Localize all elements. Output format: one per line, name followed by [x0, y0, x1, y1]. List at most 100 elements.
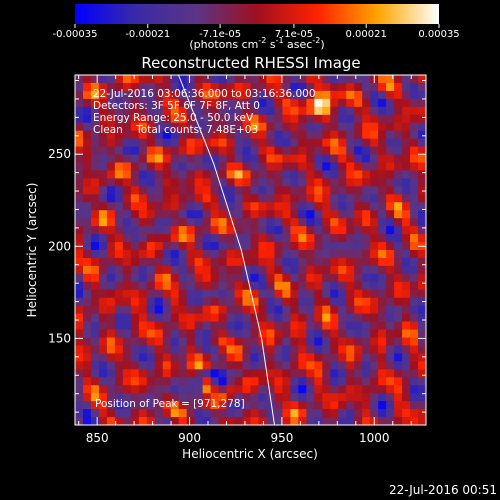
image-pixel [98, 106, 108, 116]
image-pixel [338, 226, 347, 235]
image-pixel [378, 106, 387, 116]
image-pixel [130, 162, 140, 171]
image-pixel [402, 170, 411, 179]
image-pixel [258, 138, 267, 147]
image-pixel [114, 218, 124, 227]
image-pixel [138, 138, 148, 147]
image-pixel [378, 75, 387, 84]
image-pixel [170, 257, 180, 267]
image-pixel [234, 417, 243, 425]
image-pixel [274, 98, 283, 108]
image-pixel [322, 361, 331, 370]
image-pixel [394, 353, 403, 362]
image-pixel [394, 194, 403, 203]
image-pixel [290, 361, 299, 370]
image-pixel [242, 210, 251, 219]
image-pixel [146, 138, 156, 147]
image-pixel [146, 337, 156, 346]
image-pixel [346, 305, 355, 315]
image-pixel [162, 154, 172, 163]
image-pixel [346, 329, 355, 338]
image-pixel [226, 210, 235, 219]
image-pixel [402, 218, 411, 227]
image-pixel [354, 218, 363, 227]
image-pixel [75, 361, 84, 370]
image-pixel [226, 202, 235, 211]
image-pixel [346, 281, 355, 291]
image-pixel [250, 257, 259, 267]
image-pixel [290, 321, 299, 330]
image-pixel [362, 202, 371, 211]
image-pixel [330, 281, 339, 291]
image-pixel [146, 289, 156, 299]
image-pixel [370, 122, 379, 132]
image-pixel [410, 257, 419, 267]
image-pixel [90, 154, 100, 163]
image-pixel [338, 82, 347, 92]
image-pixel [274, 210, 283, 219]
image-pixel [362, 289, 371, 299]
image-pixel [322, 75, 331, 84]
image-pixel [322, 265, 331, 275]
image-pixel [386, 138, 395, 147]
image-pixel [338, 210, 347, 219]
image-pixel [202, 82, 212, 92]
image-pixel [290, 202, 299, 211]
image-pixel [210, 273, 219, 283]
image-pixel [202, 162, 212, 171]
image-pixel [154, 257, 164, 267]
image-pixel [266, 385, 275, 394]
image-pixel [170, 265, 180, 275]
image-pixel [258, 273, 267, 283]
image-pixel [410, 393, 419, 402]
image-pixel [98, 162, 108, 171]
image-pixel [130, 170, 140, 179]
image-pixel [410, 353, 419, 362]
image-pixel [290, 273, 299, 283]
image-pixel [394, 329, 403, 338]
image-pixel [75, 106, 84, 116]
image-pixel [370, 297, 379, 307]
image-pixel [370, 218, 379, 227]
image-pixel [130, 417, 140, 425]
image-pixel [202, 385, 212, 394]
image-pixel [130, 377, 140, 386]
image-pixel [226, 82, 235, 92]
image-pixel [234, 297, 243, 307]
image-pixel [138, 265, 148, 275]
image-pixel [154, 281, 164, 291]
image-pixel [202, 273, 212, 283]
image-pixel [378, 305, 387, 315]
image-pixel [202, 250, 212, 259]
image-pixel [266, 226, 275, 235]
image-pixel [258, 409, 267, 418]
image-pixel [386, 154, 395, 163]
image-pixel [250, 297, 259, 307]
image-pixel [250, 265, 259, 275]
solar-limb-curve [178, 75, 275, 425]
image-pixel [210, 170, 219, 179]
image-pixel [402, 202, 411, 211]
image-pixel [82, 353, 92, 362]
image-pixel [90, 257, 100, 267]
image-pixel [90, 130, 100, 140]
image-pixel [378, 194, 387, 203]
image-pixel [394, 417, 403, 425]
image-pixel [362, 353, 371, 362]
image-pixel [354, 170, 363, 179]
image-pixel [306, 90, 315, 100]
image-pixel [226, 337, 235, 346]
image-pixel [122, 345, 132, 354]
image-pixel [82, 75, 92, 84]
colorbar-unit-label: (photons cm-2 s-1 asec-2) [189, 36, 324, 51]
image-pixel [354, 75, 363, 84]
image-pixel [186, 114, 196, 124]
image-pixel [410, 345, 419, 354]
image-pixel [130, 401, 140, 410]
image-pixel [418, 226, 426, 235]
image-pixel [266, 369, 275, 378]
image-pixel [298, 409, 307, 418]
image-pixel [282, 313, 291, 322]
image-pixel [242, 353, 251, 362]
image-pixel [122, 106, 132, 116]
